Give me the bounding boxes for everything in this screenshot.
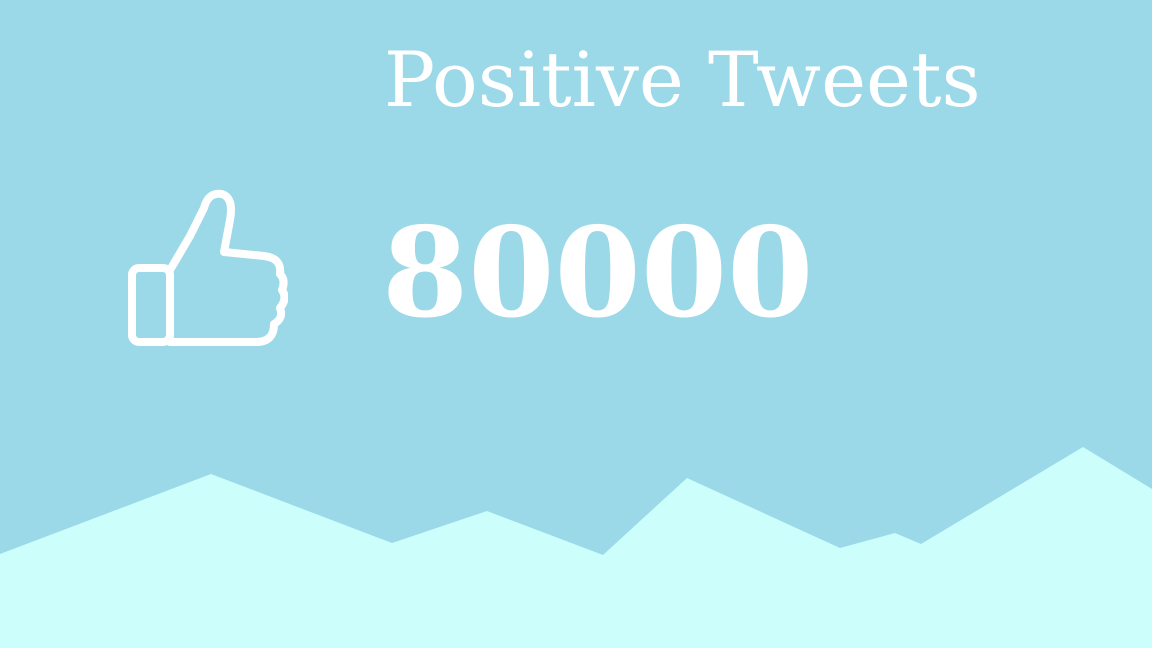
- mountain-range: [0, 447, 1152, 648]
- page-title: Positive Tweets: [384, 35, 981, 124]
- tweet-count: 80000: [382, 201, 814, 346]
- thumb-hand: [166, 189, 288, 346]
- thumb-cuff: [128, 264, 174, 346]
- thumbs-up-icon: [128, 189, 288, 346]
